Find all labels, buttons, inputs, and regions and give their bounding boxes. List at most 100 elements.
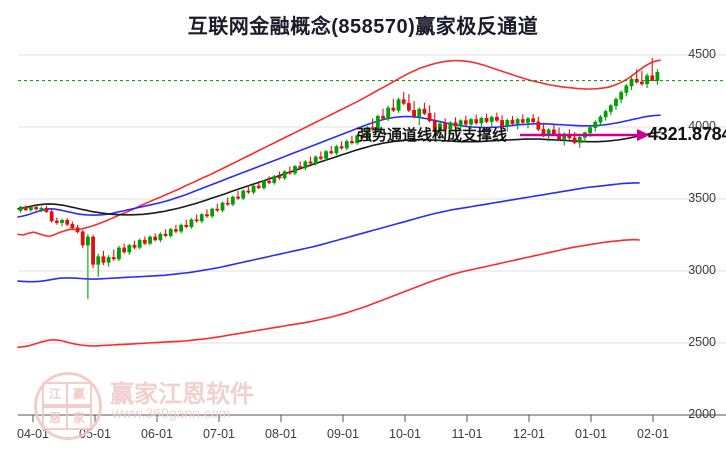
x-axis-tick-label: 09-01 [327, 427, 359, 441]
candle-body [489, 116, 494, 122]
candle-body [39, 207, 44, 210]
candle-body [241, 190, 246, 199]
candle-body [303, 161, 308, 169]
candle-body [65, 220, 70, 225]
band-line [17, 114, 661, 218]
candle-body [298, 166, 303, 169]
candle-body [324, 151, 328, 159]
candle-body [495, 116, 499, 121]
candle-body [500, 120, 504, 127]
candle-body [60, 220, 64, 223]
candle-body [117, 247, 121, 260]
candle-body [111, 257, 116, 260]
candle-body [474, 119, 479, 124]
band-line [17, 59, 661, 238]
candle-body [381, 116, 385, 119]
candle-body [401, 99, 406, 104]
candle-body [427, 113, 432, 121]
candle-body [230, 196, 235, 205]
x-axis-tick-label: 11-01 [451, 427, 483, 441]
candle-body [355, 135, 360, 144]
y-axis-tick-label: 3000 [688, 263, 716, 277]
annotation-arrow-head [637, 129, 650, 141]
candle-body [375, 116, 380, 130]
candle-body [106, 257, 111, 263]
candle-body [577, 137, 582, 143]
candle-body [536, 121, 541, 130]
candle-body [29, 207, 33, 211]
candle-body [225, 202, 230, 205]
candle-body [619, 92, 624, 100]
candle-body [463, 120, 468, 125]
y-axis-tick-label: 4000 [688, 119, 716, 133]
candle-body [96, 256, 101, 265]
candle-body [49, 211, 54, 222]
candle-body [469, 119, 473, 125]
candle-body [142, 239, 147, 244]
candle-body [220, 202, 225, 211]
candle-body [179, 224, 183, 232]
candle-body [479, 118, 484, 124]
candle-body [101, 256, 106, 263]
candle-body [272, 176, 277, 183]
candle-body [251, 185, 256, 193]
candle-body [127, 245, 132, 253]
candle-body [168, 229, 173, 236]
candle-body [236, 196, 240, 199]
candle-body [334, 146, 339, 154]
candle-body [75, 227, 80, 233]
page-title: 互联网金融概念(858570)赢家极反通道 [187, 16, 539, 38]
candle-body [210, 208, 215, 217]
candle-body [572, 137, 577, 143]
candle-body [194, 219, 199, 222]
candle-body [23, 206, 28, 211]
y-axis-tick-label: 4500 [688, 47, 716, 61]
candle-body [122, 247, 127, 253]
candle-body [391, 107, 396, 111]
candle-body [262, 180, 266, 189]
candle-body [158, 233, 163, 241]
candle-body [629, 78, 634, 87]
x-axis-tick-label: 10-01 [389, 427, 421, 441]
x-axis-tick-label: 07-01 [203, 427, 235, 441]
candle-body [34, 207, 39, 210]
candle-body [256, 185, 261, 189]
candle-body [510, 120, 515, 124]
candle-body [614, 99, 618, 106]
candle-body [18, 206, 23, 211]
candle-body [386, 107, 391, 119]
y-axis-tick-label: 2000 [688, 407, 716, 421]
y-axis-tick-label: 3500 [688, 191, 716, 205]
candle-body [85, 236, 90, 246]
candle-body [199, 214, 204, 222]
candle-body [526, 118, 530, 123]
x-axis-tick-label: 12-01 [513, 427, 545, 441]
band-line [17, 238, 640, 349]
candle-body [277, 176, 282, 179]
candle-body [515, 119, 520, 124]
chart-annotation-label: 强势通道线构成支撑线 [357, 127, 508, 144]
x-axis-tick-label: 04-01 [17, 427, 49, 441]
candle-body [458, 120, 463, 127]
candle-body [655, 71, 660, 81]
candle-body [344, 141, 349, 149]
candle-body [137, 239, 142, 248]
candle-body [422, 108, 427, 114]
candle-body [339, 146, 344, 149]
x-axis-tick-label: 01-01 [575, 427, 607, 441]
candle-body [531, 118, 536, 123]
candle-body [318, 156, 323, 159]
candle-body [448, 122, 453, 130]
candle-body [396, 99, 401, 111]
candle-body [417, 108, 422, 117]
candle-body [54, 220, 59, 223]
candle-body [645, 75, 649, 85]
candle-body [282, 171, 287, 179]
current-price-label: 4321.8784 [648, 124, 726, 144]
candle-body [132, 245, 137, 248]
candle-body [246, 190, 251, 193]
candle-body [598, 116, 603, 123]
x-axis-tick-label: 02-01 [637, 427, 669, 441]
candle-body [267, 180, 272, 183]
